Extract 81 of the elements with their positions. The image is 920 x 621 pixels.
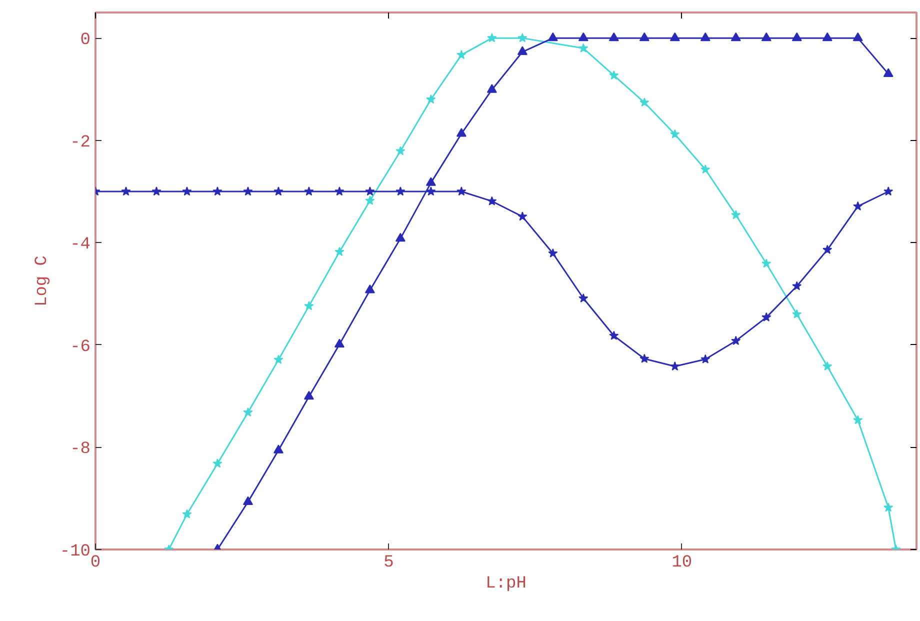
point <box>548 32 558 42</box>
point <box>456 186 466 196</box>
point <box>334 246 344 256</box>
point <box>609 330 619 340</box>
point <box>608 32 619 42</box>
point <box>731 336 741 345</box>
point <box>365 186 375 196</box>
y-tick-label: -2 <box>70 133 91 152</box>
point <box>152 186 162 196</box>
point <box>670 361 680 371</box>
point <box>487 196 497 206</box>
point <box>883 68 894 77</box>
point <box>670 32 680 42</box>
x-axis-title: L:pH <box>486 574 526 594</box>
point <box>426 94 436 104</box>
point <box>456 128 466 137</box>
point <box>639 32 650 42</box>
point <box>334 338 344 348</box>
point <box>730 32 741 42</box>
point <box>243 186 253 196</box>
point <box>365 196 375 205</box>
point <box>578 32 588 42</box>
point <box>822 244 832 254</box>
point <box>884 186 894 196</box>
point <box>182 509 192 518</box>
point <box>426 186 436 196</box>
point <box>273 444 284 454</box>
point <box>792 281 802 290</box>
point <box>334 186 344 196</box>
point <box>670 129 680 138</box>
point <box>395 232 406 242</box>
point <box>486 84 497 93</box>
y-tick-label: 0 <box>80 31 90 50</box>
point <box>182 186 192 196</box>
y-tick-label: -10 <box>60 542 91 562</box>
point <box>456 50 466 60</box>
point <box>212 458 222 468</box>
point <box>640 98 650 107</box>
point <box>609 70 619 80</box>
point <box>304 186 314 196</box>
point <box>762 312 772 322</box>
point <box>426 177 436 186</box>
point <box>761 32 772 42</box>
y-tick-label: -8 <box>70 440 91 460</box>
point <box>640 354 650 363</box>
point <box>274 186 284 196</box>
point <box>364 284 375 294</box>
point <box>792 32 802 42</box>
point <box>396 146 406 156</box>
point <box>121 186 131 196</box>
point <box>700 354 710 364</box>
point <box>884 502 894 512</box>
point <box>731 210 741 220</box>
point <box>548 248 558 258</box>
point <box>578 43 588 52</box>
point <box>792 309 802 318</box>
point <box>700 32 710 42</box>
point <box>243 407 253 417</box>
point <box>304 301 314 310</box>
y-tick-label: -6 <box>70 338 91 357</box>
point <box>242 496 253 506</box>
point <box>518 33 528 42</box>
x-tick-label: 5 <box>384 554 394 572</box>
point <box>578 293 588 303</box>
point <box>853 201 863 210</box>
point <box>700 164 710 174</box>
point <box>822 32 832 42</box>
point <box>304 390 314 400</box>
x-tick-label: 10 <box>672 554 692 572</box>
y-tick-label: -4 <box>70 236 91 255</box>
point <box>274 354 284 364</box>
point <box>852 32 863 42</box>
point <box>517 46 528 55</box>
point <box>822 361 832 371</box>
point <box>212 186 222 196</box>
point <box>396 186 406 196</box>
point <box>762 258 772 268</box>
point <box>853 415 863 424</box>
y-axis-title: Log C <box>32 255 52 307</box>
point <box>487 33 497 42</box>
point <box>518 212 528 221</box>
